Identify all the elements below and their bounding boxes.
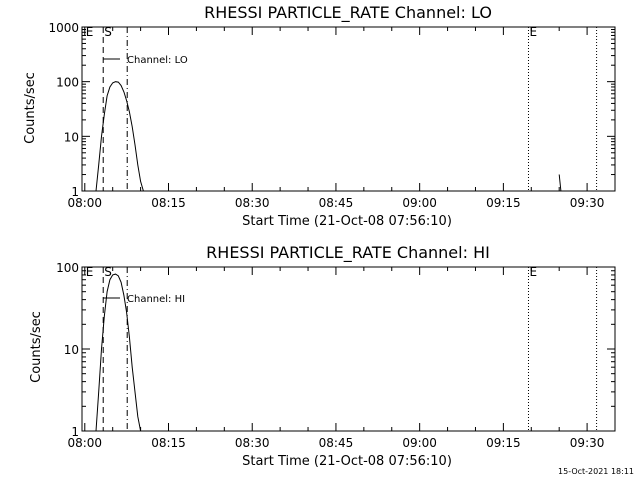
y-tick-label: 1000 bbox=[48, 21, 79, 35]
y-axis-label: Counts/sec bbox=[29, 311, 44, 383]
x-tick-label: 09:15 bbox=[486, 436, 521, 450]
legend: Channel: LO bbox=[103, 55, 188, 66]
y-tick-label: 100 bbox=[56, 261, 79, 275]
x-tick-label: 08:30 bbox=[235, 196, 270, 210]
x-tick-label: 09:30 bbox=[570, 196, 605, 210]
legend-label: Channel: HI bbox=[127, 294, 185, 305]
y-tick-label: 1 bbox=[71, 185, 79, 199]
y-tick-label: 100 bbox=[56, 76, 79, 90]
x-tick-label: 08:00 bbox=[67, 196, 102, 210]
x-axis-label: Start Time (21-Oct-08 07:56:10) bbox=[242, 214, 452, 229]
marker-label: E bbox=[529, 25, 537, 39]
series-line bbox=[95, 81, 144, 192]
marker-label: E bbox=[86, 25, 94, 39]
x-tick-label: 09:00 bbox=[402, 436, 437, 450]
x-tick-label: 09:30 bbox=[570, 436, 605, 450]
x-tick-label: 08:15 bbox=[151, 196, 186, 210]
x-tick-label: 08:45 bbox=[319, 436, 354, 450]
x-tick-label: 08:15 bbox=[151, 436, 186, 450]
x-axis-label: Start Time (21-Oct-08 07:56:10) bbox=[242, 454, 452, 469]
plot-frame bbox=[81, 26, 616, 192]
x-tick-label: 09:15 bbox=[486, 196, 521, 210]
marker-label: S bbox=[104, 25, 112, 39]
x-tick-label: 08:45 bbox=[319, 196, 354, 210]
x-tick-label: 09:00 bbox=[402, 196, 437, 210]
y-tick-label: 1 bbox=[71, 425, 79, 439]
y-axis-label: Counts/sec bbox=[23, 72, 38, 144]
chart-panel-hi: RHESSI PARTICLE_RATE Channel: HI Start T… bbox=[29, 243, 616, 469]
footer-timestamp: 15-Oct-2021 18:11 bbox=[558, 467, 634, 476]
y-tick-label: 10 bbox=[64, 130, 79, 144]
marker-label: E bbox=[529, 265, 537, 279]
chart-panel-lo: RHESSI PARTICLE_RATE Channel: LO Start T… bbox=[23, 3, 616, 229]
legend-label: Channel: LO bbox=[127, 55, 188, 66]
x-tick-label: 08:00 bbox=[67, 436, 102, 450]
plot-area: 1 10 100 08:00 08:15 08:30 08:45 09:00 09:15 09:3… bbox=[56, 261, 616, 450]
plot-area: 1 10 100 1000 08:00 08:15 08:30 08:45 09:00 09:15… bbox=[48, 21, 616, 210]
plot-frame bbox=[81, 266, 616, 432]
marker-label: E bbox=[86, 265, 94, 279]
chart-title: RHESSI PARTICLE_RATE Channel: HI bbox=[206, 243, 490, 263]
x-tick-label: 08:30 bbox=[235, 436, 270, 450]
series-line bbox=[558, 174, 562, 192]
marker-label: S bbox=[104, 265, 112, 279]
legend: Channel: HI bbox=[103, 294, 185, 305]
y-tick-label: 10 bbox=[64, 343, 79, 357]
chart-title: RHESSI PARTICLE_RATE Channel: LO bbox=[204, 3, 492, 23]
series-line bbox=[95, 273, 142, 432]
